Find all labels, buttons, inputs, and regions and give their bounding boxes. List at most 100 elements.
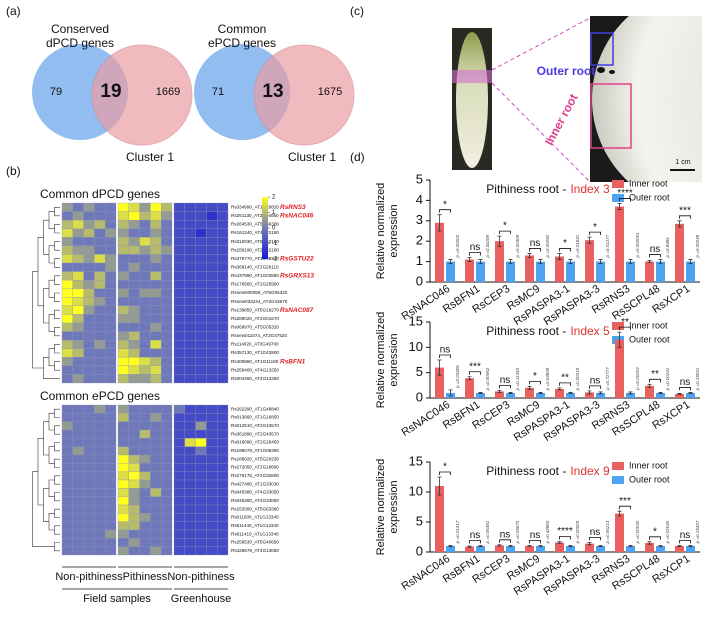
heatmap-cell <box>139 365 151 375</box>
heatmap-cell <box>217 413 229 422</box>
heatmap-cell <box>150 211 162 221</box>
heatmap-title: Common ePCD genes <box>40 389 160 403</box>
heatmap-cell <box>173 219 185 229</box>
heatmap-cell <box>150 429 162 439</box>
venn-count: 71 <box>212 86 224 98</box>
significance-label: ns <box>680 377 691 388</box>
heatmap-cell <box>150 357 162 367</box>
heatmap-cell <box>105 219 117 229</box>
heatmap-cell <box>173 331 185 341</box>
dendrogram <box>37 236 44 307</box>
p-value: p =0.11343 <box>515 368 520 392</box>
heatmap-cell <box>195 488 207 497</box>
error-bar <box>478 392 483 394</box>
scale-label: 1 cm <box>675 159 690 166</box>
bar <box>656 392 665 398</box>
column-supergroup-label: Field samples <box>83 593 151 605</box>
panel-label: (d) <box>350 150 365 164</box>
heatmap-cell <box>94 404 106 414</box>
heatmap-cell <box>161 404 173 414</box>
heatmap-cell <box>184 262 196 272</box>
heatmap-cell <box>61 314 73 324</box>
heatmap-cell <box>206 279 218 289</box>
gene-label: Rs188020_AT5G20230 <box>231 456 279 461</box>
legend-swatch <box>612 322 624 330</box>
significance-label: ** <box>621 317 629 328</box>
heatmap-cell <box>139 504 151 514</box>
gene-label: Rsnew011074_AT2G47520 <box>231 333 287 338</box>
heatmap-cell <box>61 262 73 272</box>
heatmap-cell <box>105 374 117 384</box>
heatmap-cell <box>150 339 162 349</box>
significance-label: * <box>503 221 507 232</box>
heatmap-cell <box>139 546 151 556</box>
heatmap-cell <box>206 488 218 497</box>
y-tick-label: 10 <box>409 483 423 498</box>
heatmap-cell <box>150 279 162 289</box>
heatmap-cell <box>61 404 73 414</box>
gene-label: Rs016090_AT2G26450 <box>231 440 279 445</box>
heatmap-cell <box>139 297 151 307</box>
error-bar <box>598 259 603 265</box>
heatmap-cell <box>161 262 173 272</box>
error-bar <box>568 392 573 394</box>
heatmap-cell <box>94 228 106 238</box>
heatmap-cell <box>139 357 151 367</box>
dendrogram <box>54 224 60 234</box>
heatmap-cell <box>117 529 129 539</box>
heatmap-cell <box>184 454 196 464</box>
y-tick-label: 1 <box>416 253 423 268</box>
heatmap-cell <box>128 538 140 547</box>
heatmap-cell <box>206 513 218 522</box>
bar <box>675 546 684 552</box>
gene-label: Rs114020_AT3G49700 <box>231 342 279 347</box>
heatmap-cell <box>139 446 151 456</box>
heatmap-cell <box>206 374 218 384</box>
heatmap-cell <box>94 219 106 229</box>
heatmap-cell <box>217 271 229 281</box>
bar <box>435 222 444 282</box>
heatmap-cell <box>61 438 73 447</box>
dendrogram <box>43 288 49 324</box>
significance-label: ** <box>651 369 659 380</box>
heatmap-cell <box>105 262 117 272</box>
gene-label: Rs334990_AT1G26820 <box>231 205 279 210</box>
heatmap-cell <box>94 438 106 447</box>
heatmap-cell <box>94 357 106 367</box>
venn-count: 1669 <box>156 86 180 98</box>
heatmap-cell <box>72 513 84 522</box>
heatmap-cell <box>61 513 73 522</box>
error-bar <box>497 390 502 393</box>
heatmap-cell <box>184 339 196 349</box>
significance-label: * <box>653 526 657 537</box>
gene-label: Rs357130_AT1G43900 <box>231 350 279 355</box>
heatmap-cell <box>173 374 185 384</box>
heatmap-cell <box>184 438 196 447</box>
y-tick-label: 5 <box>416 364 423 379</box>
heatmap-cell <box>195 288 207 298</box>
heatmap-cell <box>72 331 84 341</box>
heatmap-cell <box>117 421 129 431</box>
error-bar <box>568 545 573 547</box>
heatmap-cell <box>72 219 84 229</box>
significance-label: * <box>593 222 597 233</box>
heatmap-cell <box>217 314 229 324</box>
error-bar <box>527 385 532 390</box>
gene-label: Rs375770_AT1G78340 <box>231 256 279 261</box>
heatmap-cell <box>61 305 73 315</box>
bar <box>596 392 605 398</box>
heatmap-cell <box>128 504 140 514</box>
heatmap-cell <box>105 546 117 556</box>
dendrogram <box>54 492 60 502</box>
heatmap-cell <box>184 529 196 539</box>
p-value: p =0.19457 <box>695 520 700 544</box>
error-bar <box>617 331 622 348</box>
p-value: p =0.09675 <box>515 520 520 544</box>
dendrogram <box>54 508 60 518</box>
heatmap-cell <box>61 279 73 289</box>
bar <box>626 261 635 282</box>
heatmap-cell <box>184 305 196 315</box>
error-bar <box>478 545 483 547</box>
heatmap-cell <box>195 202 207 212</box>
error-bar <box>508 392 513 394</box>
